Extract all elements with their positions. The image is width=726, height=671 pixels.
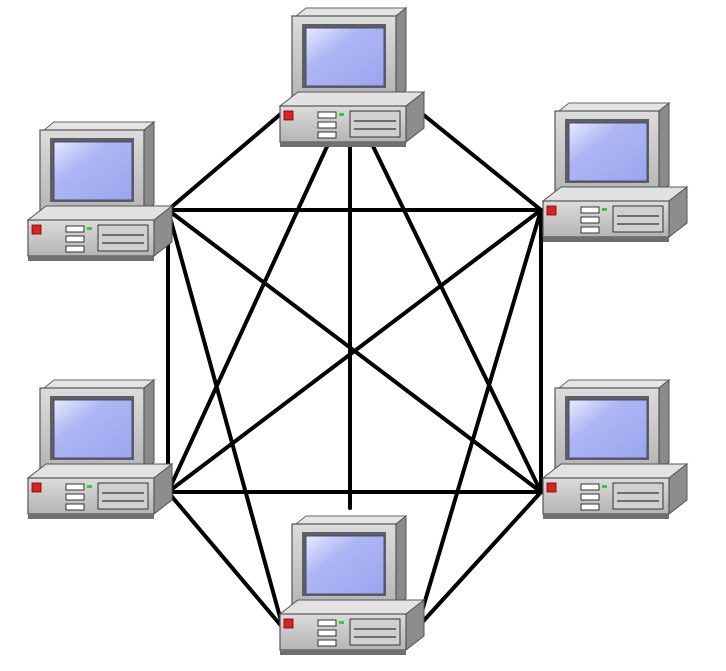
computer-bottom	[278, 514, 426, 655]
computer-upper-right	[541, 101, 689, 242]
link-upper-left-bottom	[166, 208, 285, 630]
link-top-upper-left	[166, 110, 285, 212]
computer-upper-left	[26, 120, 174, 261]
screen	[568, 122, 648, 182]
mesh-links	[166, 110, 543, 630]
link-top-lower-right	[368, 138, 543, 494]
link-top-upper-right	[418, 110, 543, 212]
screen	[568, 399, 648, 459]
link-lower-right-bottom	[415, 490, 543, 630]
screen	[53, 399, 133, 459]
screen	[53, 141, 133, 201]
power-led	[546, 482, 557, 493]
computer-lower-left	[26, 378, 174, 519]
screen	[305, 535, 385, 595]
computer-lower-right	[541, 378, 689, 519]
link-lower-left-bottom	[166, 490, 285, 630]
link-top-lower-left	[166, 138, 332, 494]
power-led	[283, 110, 294, 121]
power-led	[546, 205, 557, 216]
link-upper-right-bottom	[415, 208, 543, 630]
power-led	[31, 224, 42, 235]
power-led	[283, 618, 294, 629]
power-led	[31, 482, 42, 493]
screen	[305, 27, 385, 87]
computer-top	[278, 6, 426, 147]
link-upper-right-lower-left	[166, 208, 543, 494]
computer-nodes	[26, 6, 689, 655]
